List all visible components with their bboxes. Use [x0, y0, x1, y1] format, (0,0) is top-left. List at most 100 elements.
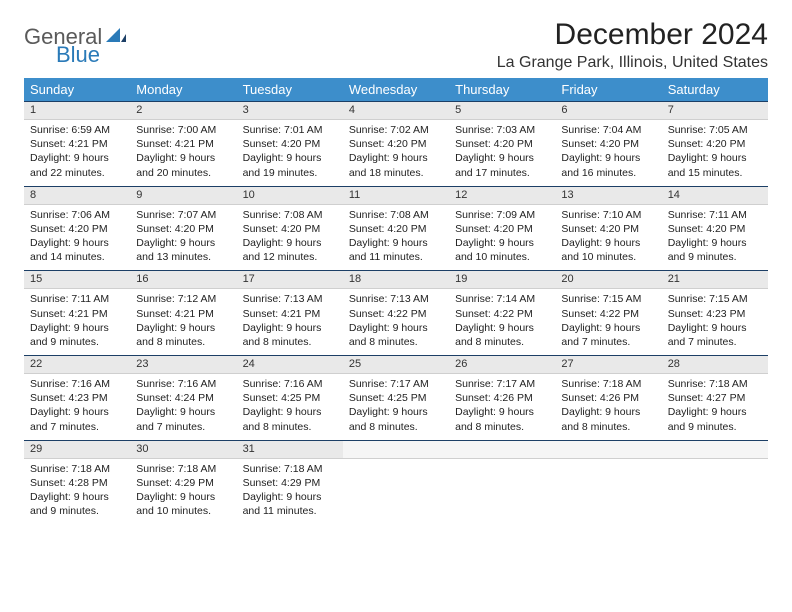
day-number-cell: 28: [662, 356, 768, 374]
day-number-cell: 27: [555, 356, 661, 374]
daylight-text: Daylight: 9 hours and 9 minutes.: [30, 321, 124, 349]
sunset-text: Sunset: 4:20 PM: [561, 137, 655, 151]
day-number-cell: 24: [237, 356, 343, 374]
day-number-cell: 18: [343, 271, 449, 289]
day-number-cell: 15: [24, 271, 130, 289]
day-content-cell: Sunrise: 7:17 AMSunset: 4:26 PMDaylight:…: [449, 374, 555, 441]
day-content-cell: Sunrise: 7:08 AMSunset: 4:20 PMDaylight:…: [343, 204, 449, 271]
daynum-row: 15161718192021: [24, 271, 768, 289]
day-number-cell: 7: [662, 102, 768, 120]
sunset-text: Sunset: 4:24 PM: [136, 391, 230, 405]
day-content-cell: Sunrise: 7:02 AMSunset: 4:20 PMDaylight:…: [343, 120, 449, 187]
sunset-text: Sunset: 4:25 PM: [349, 391, 443, 405]
day-header: Tuesday: [237, 78, 343, 102]
sunrise-text: Sunrise: 7:17 AM: [455, 377, 549, 391]
sunrise-text: Sunrise: 7:04 AM: [561, 123, 655, 137]
sunrise-text: Sunrise: 7:16 AM: [243, 377, 337, 391]
sunrise-text: Sunrise: 7:05 AM: [668, 123, 762, 137]
daynum-row: 891011121314: [24, 186, 768, 204]
day-content-cell: Sunrise: 7:06 AMSunset: 4:20 PMDaylight:…: [24, 204, 130, 271]
daylight-text: Daylight: 9 hours and 10 minutes.: [136, 490, 230, 518]
sunset-text: Sunset: 4:29 PM: [136, 476, 230, 490]
day-content-cell: Sunrise: 7:09 AMSunset: 4:20 PMDaylight:…: [449, 204, 555, 271]
sunrise-text: Sunrise: 7:18 AM: [136, 462, 230, 476]
daynum-row: 22232425262728: [24, 356, 768, 374]
day-number-cell: 23: [130, 356, 236, 374]
day-content-cell: [555, 458, 661, 524]
daylight-text: Daylight: 9 hours and 22 minutes.: [30, 151, 124, 179]
sunrise-text: Sunrise: 7:13 AM: [243, 292, 337, 306]
brand-sail-icon: [106, 26, 126, 49]
sunset-text: Sunset: 4:20 PM: [243, 137, 337, 151]
sunset-text: Sunset: 4:22 PM: [349, 307, 443, 321]
daylight-text: Daylight: 9 hours and 8 minutes.: [136, 321, 230, 349]
daynum-row: 293031: [24, 440, 768, 458]
sunset-text: Sunset: 4:29 PM: [243, 476, 337, 490]
daylight-text: Daylight: 9 hours and 9 minutes.: [668, 405, 762, 433]
sunset-text: Sunset: 4:21 PM: [136, 307, 230, 321]
daylight-text: Daylight: 9 hours and 8 minutes.: [349, 405, 443, 433]
day-number-cell: 25: [343, 356, 449, 374]
day-header: Thursday: [449, 78, 555, 102]
location: La Grange Park, Illinois, United States: [497, 54, 768, 72]
sunset-text: Sunset: 4:26 PM: [455, 391, 549, 405]
sunset-text: Sunset: 4:20 PM: [136, 222, 230, 236]
sunset-text: Sunset: 4:20 PM: [243, 222, 337, 236]
day-content-cell: Sunrise: 7:00 AMSunset: 4:21 PMDaylight:…: [130, 120, 236, 187]
sunset-text: Sunset: 4:20 PM: [349, 222, 443, 236]
daylight-text: Daylight: 9 hours and 17 minutes.: [455, 151, 549, 179]
sunset-text: Sunset: 4:20 PM: [668, 137, 762, 151]
day-number-cell: 14: [662, 186, 768, 204]
day-content-cell: Sunrise: 6:59 AMSunset: 4:21 PMDaylight:…: [24, 120, 130, 187]
day-number-cell: [555, 440, 661, 458]
sunrise-text: Sunrise: 7:01 AM: [243, 123, 337, 137]
sunset-text: Sunset: 4:21 PM: [30, 307, 124, 321]
day-header: Sunday: [24, 78, 130, 102]
day-header: Saturday: [662, 78, 768, 102]
daylight-text: Daylight: 9 hours and 18 minutes.: [349, 151, 443, 179]
day-number-cell: 9: [130, 186, 236, 204]
sunrise-text: Sunrise: 7:07 AM: [136, 208, 230, 222]
sunset-text: Sunset: 4:22 PM: [455, 307, 549, 321]
day-number-cell: 3: [237, 102, 343, 120]
day-number-cell: 29: [24, 440, 130, 458]
day-content-cell: Sunrise: 7:05 AMSunset: 4:20 PMDaylight:…: [662, 120, 768, 187]
sunrise-text: Sunrise: 7:08 AM: [349, 208, 443, 222]
sunrise-text: Sunrise: 7:06 AM: [30, 208, 124, 222]
daylight-text: Daylight: 9 hours and 7 minutes.: [136, 405, 230, 433]
day-content-cell: Sunrise: 7:18 AMSunset: 4:29 PMDaylight:…: [237, 458, 343, 524]
day-number-cell: 11: [343, 186, 449, 204]
daylight-text: Daylight: 9 hours and 13 minutes.: [136, 236, 230, 264]
sunset-text: Sunset: 4:28 PM: [30, 476, 124, 490]
day-content-cell: [343, 458, 449, 524]
daylight-text: Daylight: 9 hours and 9 minutes.: [30, 490, 124, 518]
day-content-cell: Sunrise: 7:01 AMSunset: 4:20 PMDaylight:…: [237, 120, 343, 187]
daylight-text: Daylight: 9 hours and 10 minutes.: [455, 236, 549, 264]
day-number-cell: 13: [555, 186, 661, 204]
sunrise-text: Sunrise: 6:59 AM: [30, 123, 124, 137]
day-content-cell: Sunrise: 7:18 AMSunset: 4:28 PMDaylight:…: [24, 458, 130, 524]
day-number-cell: 1: [24, 102, 130, 120]
daylight-text: Daylight: 9 hours and 14 minutes.: [30, 236, 124, 264]
day-content-cell: Sunrise: 7:10 AMSunset: 4:20 PMDaylight:…: [555, 204, 661, 271]
sunrise-text: Sunrise: 7:12 AM: [136, 292, 230, 306]
day-number-cell: 12: [449, 186, 555, 204]
sunrise-text: Sunrise: 7:10 AM: [561, 208, 655, 222]
sunrise-text: Sunrise: 7:00 AM: [136, 123, 230, 137]
daylight-text: Daylight: 9 hours and 12 minutes.: [243, 236, 337, 264]
daylight-text: Daylight: 9 hours and 7 minutes.: [30, 405, 124, 433]
day-content-cell: Sunrise: 7:15 AMSunset: 4:22 PMDaylight:…: [555, 289, 661, 356]
sunset-text: Sunset: 4:21 PM: [30, 137, 124, 151]
day-content-cell: Sunrise: 7:07 AMSunset: 4:20 PMDaylight:…: [130, 204, 236, 271]
sunrise-text: Sunrise: 7:16 AM: [136, 377, 230, 391]
daylight-text: Daylight: 9 hours and 16 minutes.: [561, 151, 655, 179]
daylight-text: Daylight: 9 hours and 8 minutes.: [561, 405, 655, 433]
content-row: Sunrise: 7:18 AMSunset: 4:28 PMDaylight:…: [24, 458, 768, 524]
day-header-row: Sunday Monday Tuesday Wednesday Thursday…: [24, 78, 768, 102]
content-row: Sunrise: 6:59 AMSunset: 4:21 PMDaylight:…: [24, 120, 768, 187]
day-number-cell: 17: [237, 271, 343, 289]
day-content-cell: Sunrise: 7:14 AMSunset: 4:22 PMDaylight:…: [449, 289, 555, 356]
day-number-cell: [449, 440, 555, 458]
sunset-text: Sunset: 4:21 PM: [136, 137, 230, 151]
sunrise-text: Sunrise: 7:16 AM: [30, 377, 124, 391]
